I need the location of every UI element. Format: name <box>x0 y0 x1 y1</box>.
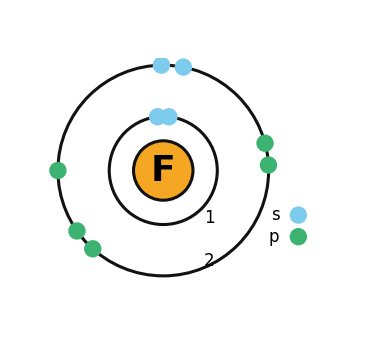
Circle shape <box>176 60 191 74</box>
Circle shape <box>291 229 306 244</box>
Circle shape <box>261 157 276 173</box>
Text: p: p <box>269 228 279 246</box>
Text: 2: 2 <box>204 252 214 270</box>
Text: 1: 1 <box>204 209 214 227</box>
Circle shape <box>258 136 272 151</box>
Circle shape <box>291 208 306 223</box>
Circle shape <box>51 163 66 178</box>
Circle shape <box>134 141 193 200</box>
Circle shape <box>154 58 169 73</box>
Circle shape <box>85 241 100 256</box>
Circle shape <box>70 224 85 238</box>
Text: s: s <box>271 206 279 224</box>
Circle shape <box>161 109 176 124</box>
Text: F: F <box>151 154 176 188</box>
Circle shape <box>150 109 165 124</box>
